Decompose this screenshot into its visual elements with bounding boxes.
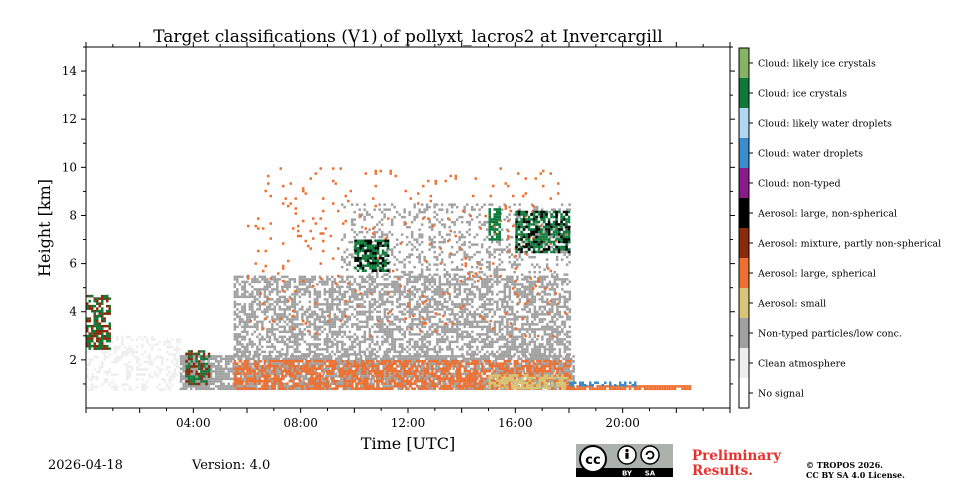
colorbar-legend: No signal Clean atmosphere Non-typed parti…: [739, 48, 941, 408]
colorbar-swatch: [739, 48, 749, 78]
colorbar-swatch: [739, 138, 749, 168]
y-tick-label: 4: [69, 305, 77, 319]
colorbar-swatch: [739, 258, 749, 288]
share-alike-icon: [641, 446, 659, 464]
colorbar-label: Aerosol: small: [757, 299, 826, 310]
sa-label: SA: [645, 470, 656, 478]
y-tick-label: 10: [62, 160, 77, 174]
preliminary-notice: Preliminary Results.: [692, 449, 781, 479]
colorbar-label: No signal: [758, 389, 804, 400]
colorbar-label: Cloud: likely water droplets: [758, 119, 892, 130]
colorbar-label: Clean atmosphere: [758, 359, 846, 370]
colorbar-label: Non-typed particles/low conc.: [758, 329, 902, 340]
colorbar-swatch: [739, 348, 749, 378]
y-tick-label: 2: [69, 353, 77, 367]
colorbar-label: Aerosol: mixture, partly non-spherical: [757, 239, 941, 250]
footer-date: 2026-04-18: [48, 458, 123, 473]
colorbar-swatch: [739, 378, 749, 408]
footer-version: Version: 4.0: [192, 458, 270, 473]
copyright-line-2: CC BY SA 4.0 License.: [806, 470, 905, 480]
colorbar-swatch: [739, 198, 749, 228]
colorbar-swatch: [739, 78, 749, 108]
x-tick-label: 20:00: [605, 416, 640, 430]
y-tick-label: 14: [62, 64, 78, 78]
y-axis-label: Height [km]: [35, 179, 54, 277]
preliminary-line-1: Preliminary: [692, 449, 781, 464]
colorbar-swatch: [739, 228, 749, 258]
y-tick-label: 8: [69, 208, 77, 222]
colorbar-label: Aerosol: large, spherical: [757, 269, 876, 280]
colorbar-swatch: [739, 108, 749, 138]
colorbar-swatch: [739, 288, 749, 318]
classification-heatmap: [86, 167, 691, 390]
colorbar-label: Aerosol: large, non-spherical: [757, 209, 897, 220]
copyright-notice: © TROPOS 2026. CC BY SA 4.0 License.: [806, 460, 905, 480]
region-cloud-water-droplets: [569, 382, 637, 387]
colorbar-swatch: [739, 318, 749, 348]
preliminary-line-2: Results.: [692, 464, 781, 479]
x-tick-label: 16:00: [498, 416, 533, 430]
y-tick-label: 12: [62, 112, 77, 126]
colorbar-label: Cloud: water droplets: [758, 149, 863, 160]
y-axis: 2 4 6 8 10 12 14: [62, 47, 735, 384]
copyright-line-1: © TROPOS 2026.: [806, 460, 905, 470]
colorbar-label: Cloud: likely ice crystals: [758, 59, 876, 70]
x-tick-label: 08:00: [283, 416, 318, 430]
region-non-typed-particles-low-conc-: [234, 276, 571, 356]
cc-license-badge: cc BY SA: [576, 444, 673, 477]
x-tick-label: 12:00: [391, 416, 426, 430]
x-axis-label: Time [UTC]: [361, 434, 455, 453]
cc-logo-text: cc: [585, 453, 600, 468]
colorbar-swatch: [739, 168, 749, 198]
y-tick-label: 6: [69, 257, 77, 271]
colorbar-label: Cloud: non-typed: [758, 179, 841, 190]
by-label: BY: [622, 470, 633, 478]
colorbar-label: Cloud: ice crystals: [758, 89, 847, 100]
x-tick-label: 04:00: [176, 416, 211, 430]
